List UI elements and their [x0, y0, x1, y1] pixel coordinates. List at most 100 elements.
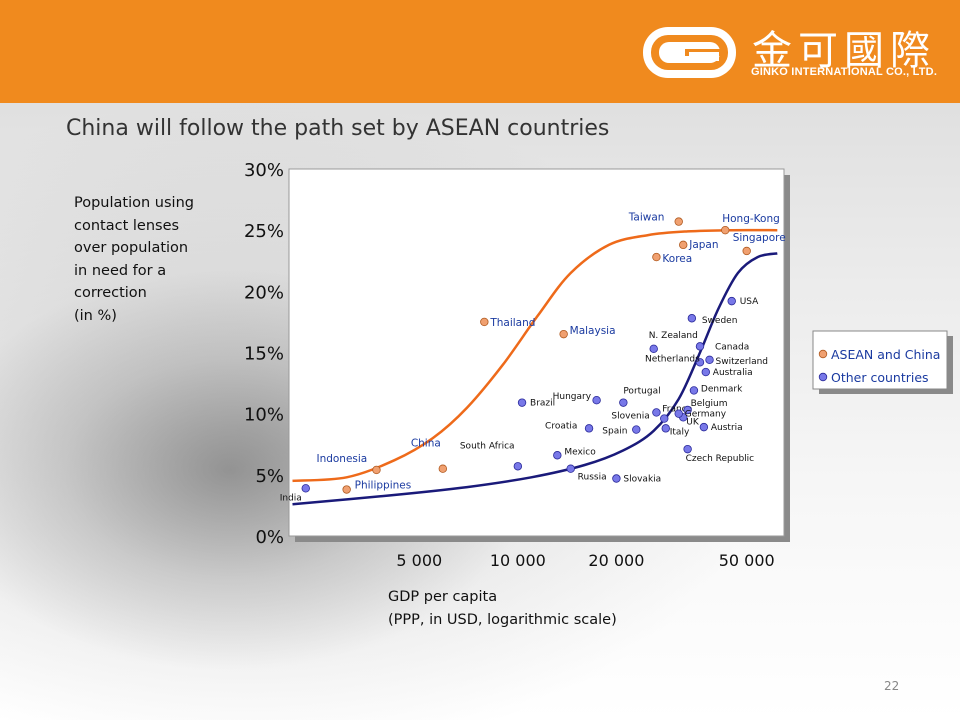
- asean-data-point: [721, 225, 730, 235]
- data-point-label: Thailand: [489, 317, 535, 329]
- y-tick-label: 15%: [244, 344, 284, 365]
- other-country-data-point: [695, 342, 705, 351]
- y-tick-label: 25%: [244, 221, 284, 242]
- data-point-label: Netherlands: [645, 354, 700, 364]
- data-point-label: Belgium: [691, 399, 728, 409]
- other-country-data-point: [517, 398, 527, 407]
- data-point-label: Denmark: [701, 384, 743, 394]
- ginko-logo-icon: [643, 27, 736, 78]
- data-point-label: Sweden: [702, 316, 738, 326]
- asean-data-point: [742, 246, 751, 256]
- other-country-data-point: [701, 367, 710, 377]
- other-countries-trend-line: [292, 252, 778, 506]
- other-country-data-point: [689, 386, 699, 395]
- data-point-label: Japan: [688, 239, 718, 251]
- legend-marker: [818, 349, 828, 359]
- other-country-data-point: [661, 424, 670, 433]
- asean-data-point: [679, 240, 688, 250]
- asean-data-point: [480, 317, 489, 327]
- other-country-data-point: [553, 451, 562, 460]
- data-point-label: Indonesia: [316, 453, 367, 465]
- data-point-label: Canada: [715, 342, 749, 352]
- other-country-data-point: [584, 424, 594, 433]
- other-country-data-point: [566, 464, 575, 473]
- header-bar: [0, 0, 960, 103]
- asean-data-point: [559, 329, 568, 339]
- company-name-chinese: 金可國際: [752, 28, 936, 74]
- data-point-label: Mexico: [564, 447, 596, 457]
- data-point-label: Portugal: [623, 387, 660, 397]
- y-axis-title-line: Population using: [74, 195, 194, 211]
- data-point-label: Hong-Kong: [722, 213, 780, 225]
- data-point-label: France: [662, 405, 692, 415]
- data-point-label: China: [411, 438, 441, 450]
- other-country-data-point: [727, 296, 736, 306]
- page-number: 22: [884, 679, 900, 693]
- y-tick-label: 20%: [244, 282, 284, 303]
- asean-data-point: [372, 465, 381, 475]
- legend-box: [812, 330, 948, 390]
- data-point-label: Australia: [713, 368, 753, 378]
- y-axis-title-line: over population: [74, 240, 189, 256]
- y-axis-title-line: correction: [74, 285, 147, 301]
- data-point-label: Korea: [662, 253, 692, 265]
- other-country-data-point: [683, 405, 692, 415]
- data-point-label: South Africa: [460, 441, 515, 451]
- other-country-data-point: [301, 484, 310, 493]
- other-country-data-point: [632, 425, 641, 434]
- y-axis-title-line: (in %): [74, 307, 117, 324]
- other-country-data-point: [652, 408, 661, 417]
- data-point-label: Hungary: [553, 392, 592, 402]
- data-point-label: Brazil: [530, 399, 555, 409]
- data-point-label: Malaysia: [570, 325, 616, 337]
- other-country-data-point: [513, 462, 523, 471]
- data-point-label: Taiwan: [628, 212, 665, 224]
- data-point-label: N. Zealand: [649, 331, 698, 341]
- company-name-english: GINKO INTERNATIONAL CO., LTD.: [751, 66, 938, 78]
- y-tick-label: 10%: [244, 405, 284, 426]
- other-country-data-point: [619, 398, 628, 407]
- asean-data-point: [652, 252, 661, 262]
- data-point-label: Switzerland: [716, 357, 769, 367]
- x-axis-title: GDP per capita (PPP, in USD, logarithmic…: [388, 586, 617, 632]
- slide-title: China will follow the path set by ASEAN …: [66, 116, 610, 141]
- x-axis-title-line: GDP per capita: [388, 589, 498, 605]
- y-axis-title: Population using contact lenses over pop…: [74, 192, 234, 327]
- other-country-data-point: [649, 344, 658, 354]
- data-point-label: Germany: [685, 410, 727, 420]
- data-point-label: India: [280, 493, 302, 503]
- other-country-data-point: [687, 314, 697, 323]
- asean-data-point: [342, 485, 351, 494]
- data-point-label: USA: [740, 297, 759, 307]
- data-point-label: Spain: [602, 427, 627, 437]
- y-axis-title-line: in need for a: [74, 262, 167, 279]
- data-point-label: UK: [686, 417, 700, 427]
- other-country-data-point: [592, 396, 601, 405]
- other-country-data-point: [674, 409, 683, 418]
- x-axis-title-line: (PPP, in USD, logarithmic scale): [388, 612, 617, 628]
- other-country-data-point: [660, 414, 669, 423]
- data-point-label: Russia: [578, 473, 607, 483]
- data-point-label: Austria: [711, 423, 743, 433]
- data-point-label: Slovenia: [611, 411, 649, 421]
- asean-trend-line: [292, 228, 778, 483]
- data-point-label: Philippines: [355, 480, 412, 492]
- y-tick-label: 30%: [244, 160, 284, 181]
- data-point-label: Singapore: [733, 232, 786, 244]
- y-tick-label: 0%: [255, 527, 284, 548]
- legend-marker: [818, 372, 828, 382]
- data-point-label: Italy: [670, 427, 690, 437]
- data-point-label: Czech Republic: [686, 454, 755, 464]
- data-point-label: Slovakia: [623, 475, 661, 485]
- x-tick-label: 10 000: [490, 551, 546, 570]
- data-point-label: Croatia: [545, 421, 577, 431]
- asean-data-point: [674, 217, 683, 226]
- other-country-data-point: [695, 358, 705, 367]
- x-tick-label: 50 000: [719, 551, 775, 570]
- other-country-data-point: [705, 355, 714, 365]
- x-tick-label: 20 000: [588, 551, 644, 570]
- x-tick-label: 5 000: [396, 551, 442, 570]
- legend-label: Other countries: [831, 370, 929, 385]
- other-country-data-point: [612, 474, 621, 483]
